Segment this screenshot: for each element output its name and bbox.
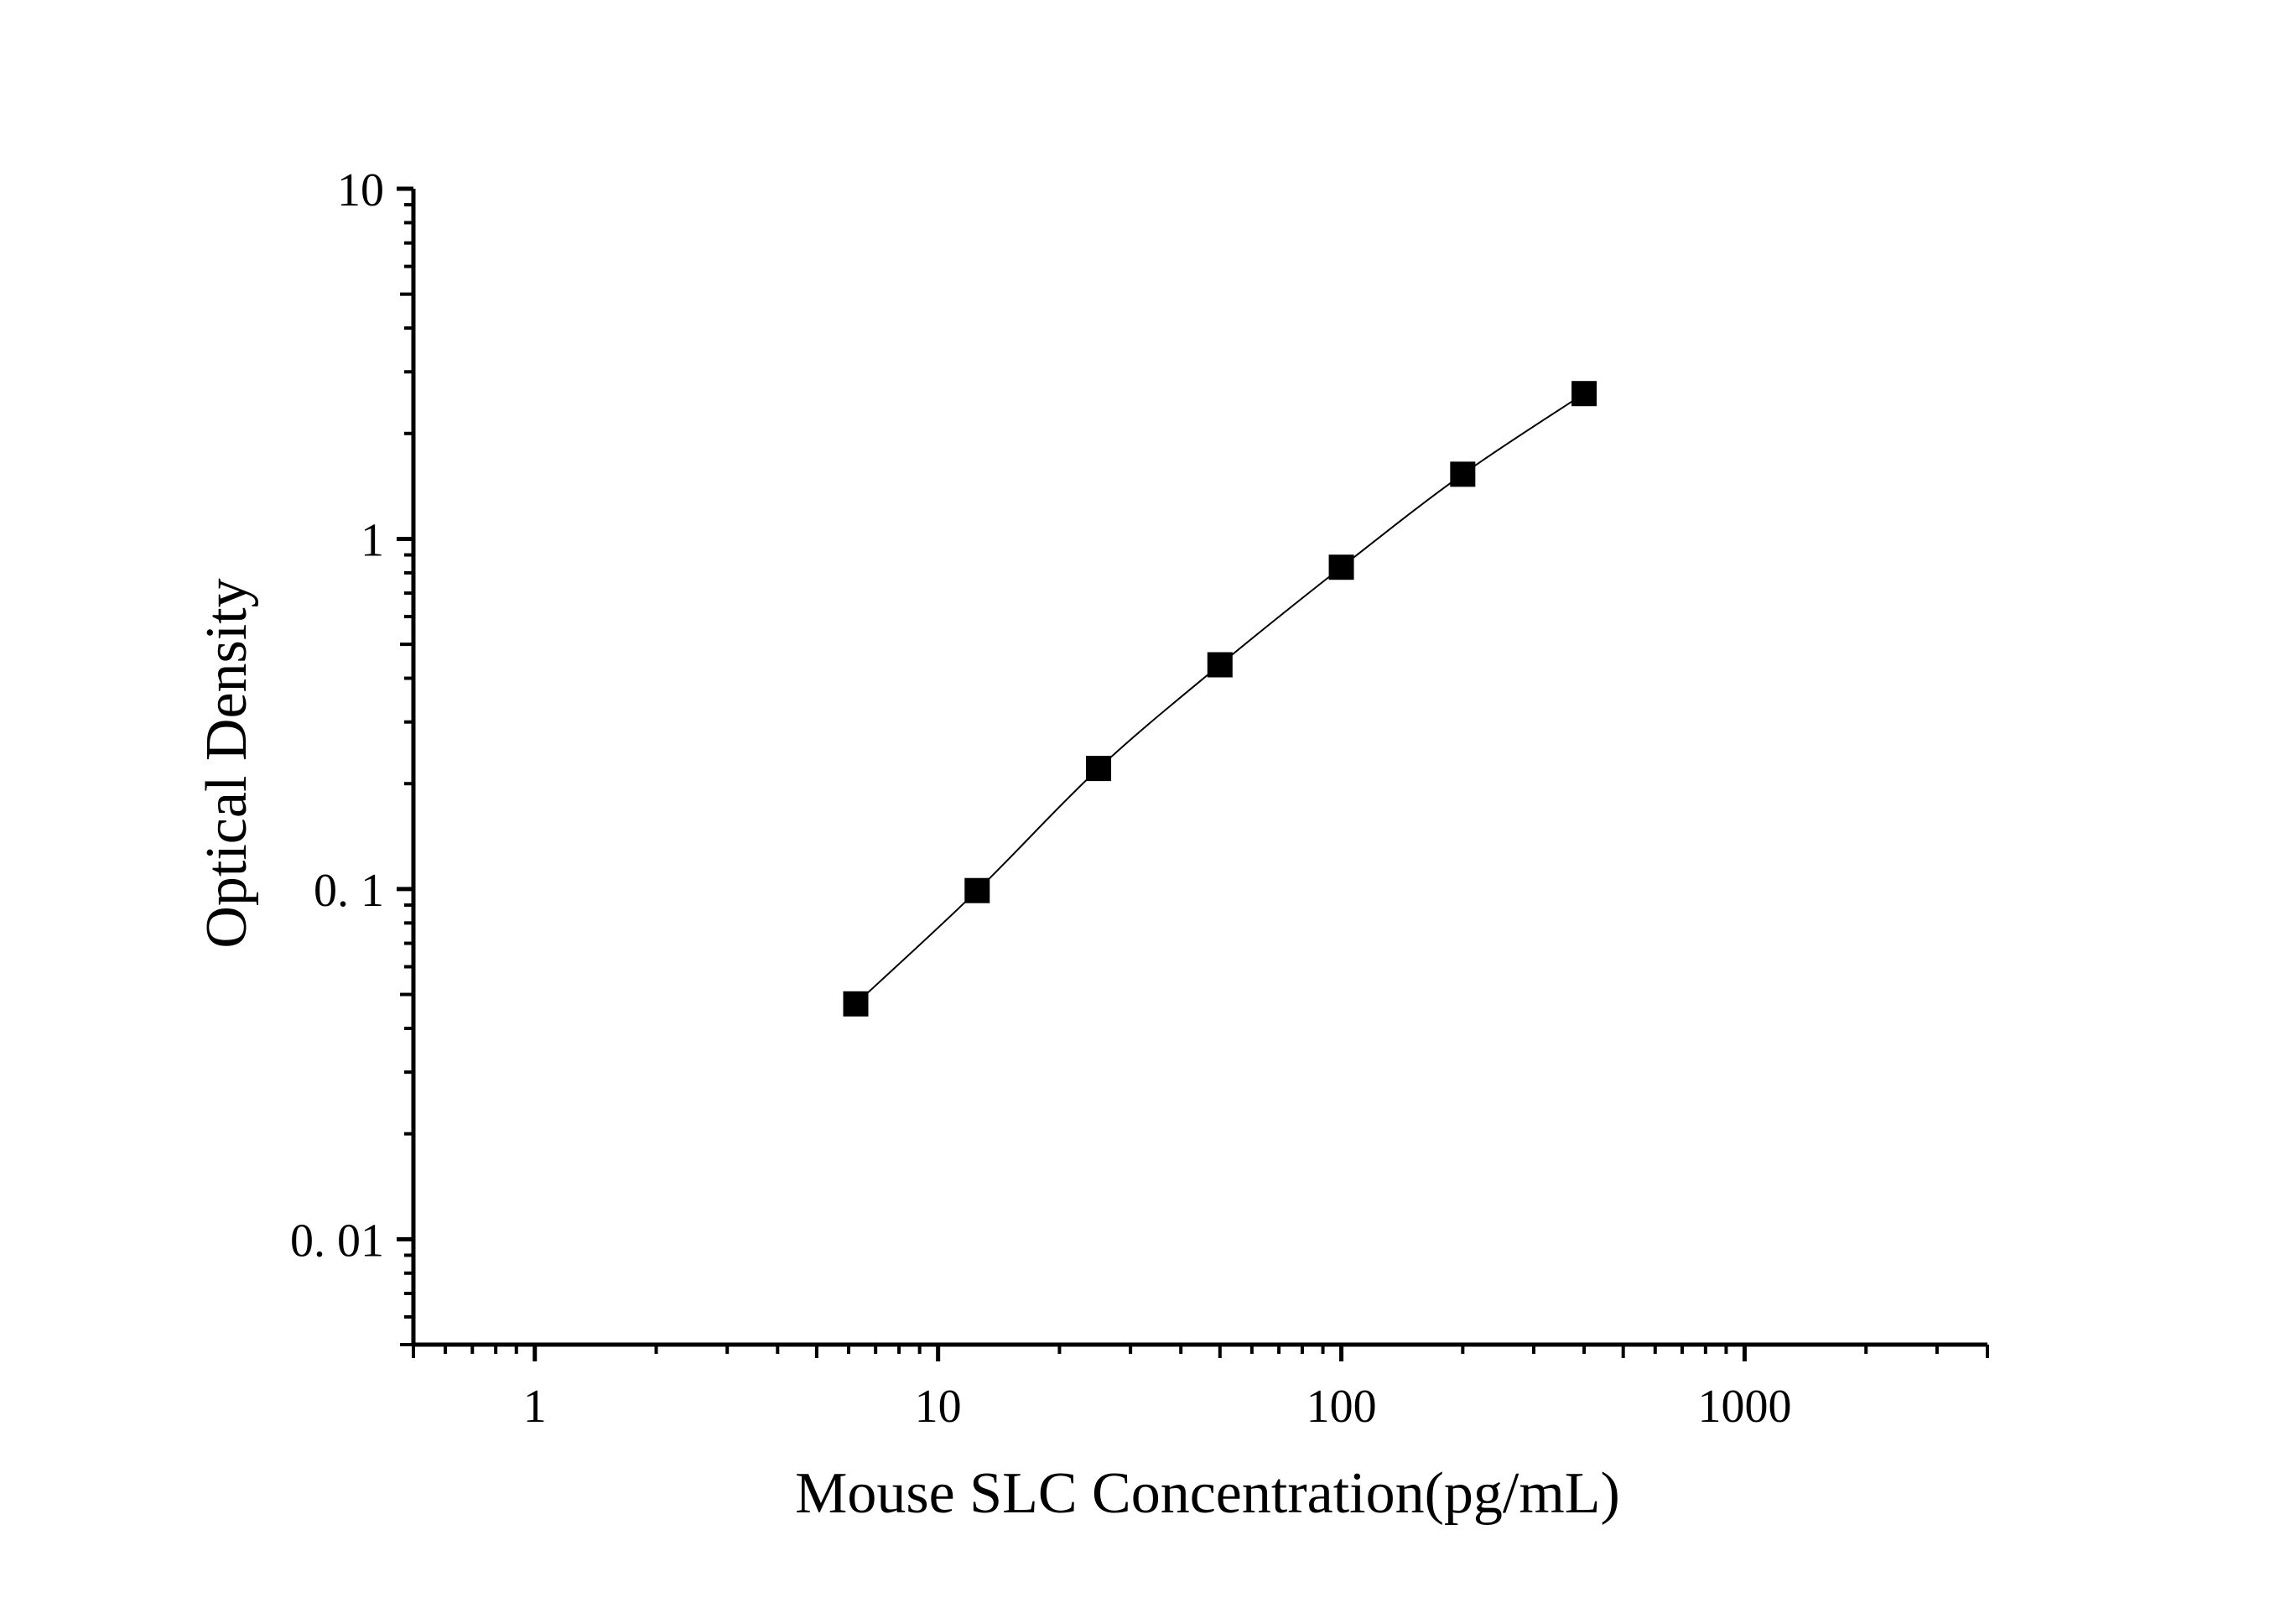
data-point-marker — [1450, 461, 1476, 487]
y-tick-label: 10 — [337, 164, 384, 216]
tick-labels-layer: 1 10 100 1000 0. 01 0. 1 1 10 — [290, 164, 1791, 1433]
x-tick-label: 10 — [915, 1381, 962, 1433]
x-tick-label: 1000 — [1697, 1381, 1791, 1433]
x-axis-title: Mouse SLC Concentration(pg/mL) — [795, 1461, 1620, 1526]
y-axis-title: Optical Density — [195, 578, 259, 948]
data-point-marker — [843, 991, 869, 1017]
data-point-marker — [1571, 381, 1597, 407]
y-tick-label: 1 — [361, 514, 384, 566]
y-tick-label: 0. 1 — [314, 865, 384, 917]
data-point-marker — [1328, 554, 1354, 580]
x-tick-label: 1 — [523, 1381, 547, 1433]
axes — [397, 186, 1989, 1361]
y-tick-label: 0. 01 — [290, 1215, 384, 1267]
x-tick-label: 100 — [1306, 1381, 1377, 1433]
data-point-marker — [964, 877, 990, 903]
data-point-marker — [1207, 652, 1233, 678]
data-point-marker — [1086, 756, 1112, 782]
data-points-layer — [843, 381, 1597, 1017]
